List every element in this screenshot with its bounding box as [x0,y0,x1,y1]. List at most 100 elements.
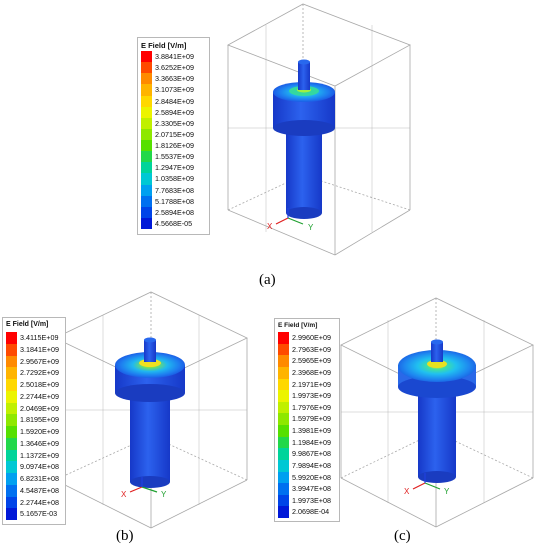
axis-triad-b: X Y [121,477,167,499]
legend-swatch [278,471,289,484]
legend-title-b: E Field [V/m] [6,321,49,328]
legend-row: 4.5668E-05 [138,217,209,229]
legend-row: 1.8195E+09 [3,414,65,426]
legend-swatch [141,184,152,196]
legend-row: 3.4115E+09 [3,332,65,344]
axis-y-label-c: Y [444,487,450,496]
legend-swatch [278,378,289,391]
legend-row: 2.9567E+09 [3,355,65,368]
legend-value-label: 4.5487E+08 [20,485,59,495]
cylinder-a [273,59,335,219]
legend-row: 2.8484E+09 [138,95,209,107]
legend-swatch [278,413,289,425]
legend-value-label: 7.9894E+08 [292,460,331,470]
legend-row: 9.9867E+08 [275,448,339,460]
legend-value-label: 2.5018E+09 [20,380,59,389]
legend-value-label: 1.0358E+09 [155,174,194,184]
legend-row: 3.9947E+08 [275,483,339,495]
legend-value-label: 1.5537E+09 [155,152,194,162]
legend-value-label: 1.8126E+09 [155,141,194,150]
legend-row: 2.7963E+09 [275,343,339,356]
legend-title-c: E Field [V/m] [278,322,318,329]
legend-swatch [6,402,17,415]
legend-value-label: 1.9973E+09 [292,391,331,401]
legend-row: 3.1073E+09 [138,84,209,96]
legend-swatch [141,73,152,85]
axis-x-label-a: X [267,222,273,231]
legend-row: 1.9973E+08 [275,494,339,507]
legend-value-label: 2.5894E+08 [155,207,194,217]
legend-swatch [141,173,152,185]
legend-row: 2.0698E-04 [275,506,339,518]
legend-row: 7.9894E+08 [275,459,339,472]
legend-swatch [141,95,152,107]
legend-row: 5.1657E-03 [3,508,65,520]
legend-swatch [278,332,289,344]
legend-value-label: 1.3981E+09 [292,426,331,435]
legend-row: 9.0974E+08 [3,461,65,473]
legend-value-label: 1.7976E+09 [292,402,331,412]
legend-row: 1.3981E+09 [275,425,339,437]
legend-row: 1.0358E+09 [138,173,209,185]
legend-swatch [6,484,17,497]
legend-swatch [141,206,152,218]
legend-row: 2.7292E+09 [3,367,65,379]
legend-row: 6.8231E+08 [3,473,65,485]
legend-swatch [141,62,152,74]
legend-swatch [278,401,289,414]
legend-value-label: 2.0698E-04 [292,507,330,517]
axis-x-label-b: X [121,490,127,499]
legend-value-label: 2.3305E+09 [155,118,194,128]
legend-swatch [6,449,17,462]
legend-row: 2.3305E+09 [138,117,209,129]
legend-row: 1.7976E+09 [275,401,339,414]
legend-row: 2.0715E+09 [138,128,209,140]
legend-row: 3.3663E+09 [138,73,209,85]
legend-row: 2.2744E+09 [3,390,65,403]
legend-value-label: 2.7963E+09 [292,344,331,354]
caption-c: (c) [394,528,411,544]
legend-row: 1.5920E+09 [3,426,65,438]
legend-rows-a: 3.8841E+09 3.6252E+09 3.3663E+09 3.1073E+09… [138,51,209,229]
legend-value-label: 2.3968E+09 [292,367,331,377]
axis-y-label-a: Y [308,223,314,232]
legend-row: 1.2947E+09 [138,162,209,174]
legend-value-label: 1.1984E+09 [292,437,331,447]
legend-row: 1.9973E+09 [275,390,339,402]
legend-swatch [6,390,17,403]
legend-value-label: 2.0469E+09 [20,403,59,413]
legend-swatch [6,414,17,426]
legend-value-label: 2.9567E+09 [20,356,59,366]
legend-swatch [278,506,289,518]
legend-swatch [141,162,152,174]
legend-row: 2.3968E+09 [275,366,339,379]
axis-triad-c: X Y [404,473,450,496]
legend-b: E Field [V/m] 3.4115E+09 3.1841E+09 2.9567… [2,317,66,525]
legend-swatch [278,459,289,472]
legend-row: 1.1372E+09 [3,449,65,462]
legend-value-label: 1.8195E+09 [20,415,59,425]
legend-swatch [278,425,289,437]
caption-b: (b) [116,528,134,544]
legend-row: 4.5487E+08 [3,484,65,497]
legend-value-label: 3.1841E+09 [20,344,59,354]
legend-value-label: 7.7683E+08 [155,185,194,195]
legend-swatch [278,448,289,460]
legend-swatch [141,117,152,129]
legend-row: 5.1788E+08 [138,195,209,207]
caption-a: (a) [259,272,276,288]
legend-title-a: E Field [V/m] [141,41,187,50]
legend-a: E Field [V/m] 3.8841E+09 3.6252E+09 3.3663… [137,37,210,235]
legend-value-label: 2.8484E+09 [155,96,194,106]
axis-x-label-c: X [404,487,410,496]
legend-row: 1.3646E+09 [3,437,65,450]
legend-row: 3.8841E+09 [138,51,209,63]
legend-value-label: 2.2744E+08 [20,497,59,507]
legend-swatch [141,128,152,140]
legend-value-label: 2.2744E+09 [20,391,59,401]
cylinder-c [398,339,476,483]
legend-swatch [6,496,17,509]
legend-swatch [6,508,17,520]
